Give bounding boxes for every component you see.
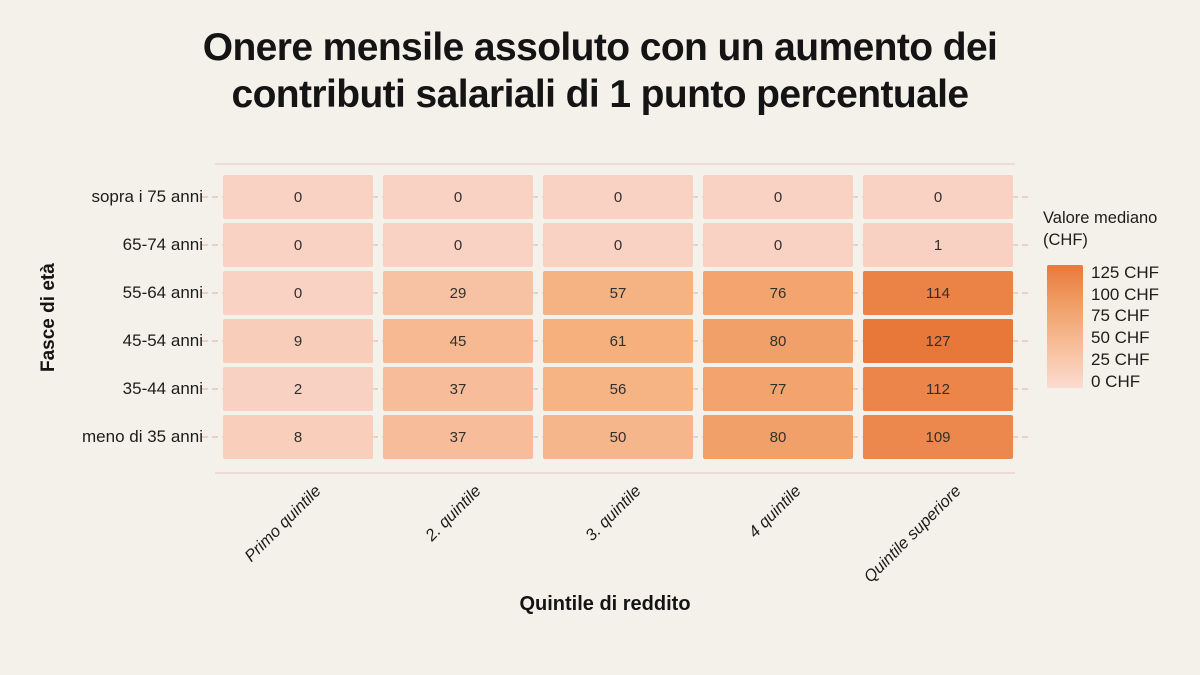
legend-tick-label: 75 CHF bbox=[1091, 306, 1150, 326]
legend-gradient-bar bbox=[1047, 265, 1083, 388]
plot-top-border bbox=[215, 163, 1015, 165]
legend-tick-label: 125 CHF bbox=[1091, 263, 1160, 282]
chart-title-line2: contributi salariali di 1 punto percentu… bbox=[231, 73, 969, 116]
legend-tick-label: 100 CHF bbox=[1091, 284, 1160, 304]
legend-tick-labels: 125 CHF 100 CHF 75 CHF 50 CHF 25 CHF 0 CHF bbox=[1091, 262, 1159, 392]
chart-title: Onere mensile assoluto con un aumento de… bbox=[0, 24, 1200, 118]
heatmap-cell: 1 bbox=[863, 223, 1013, 267]
heatmap-cell: 0 bbox=[863, 175, 1013, 219]
heatmap-cell: 80 bbox=[703, 319, 853, 363]
heatmap-cell: 0 bbox=[383, 175, 533, 219]
x-axis-title: Quintile di reddito bbox=[519, 593, 691, 615]
heatmap-cell: 0 bbox=[223, 175, 373, 219]
y-axis-label: 35-44 anni bbox=[122, 379, 203, 398]
legend-tick-label: 0 CHF bbox=[1091, 371, 1141, 391]
plot-bottom-border bbox=[215, 472, 1015, 474]
heatmap-cell: 9 bbox=[223, 319, 373, 363]
heatmap-cell: 0 bbox=[383, 223, 533, 267]
heatmap-cell: 80 bbox=[703, 415, 853, 459]
heatmap-cell: 112 bbox=[863, 367, 1013, 411]
heatmap-cell: 8 bbox=[223, 415, 373, 459]
heatmap-cell: 37 bbox=[383, 367, 533, 411]
heatmap-cell: 0 bbox=[543, 175, 693, 219]
heatmap-cell: 109 bbox=[863, 415, 1013, 459]
heatmap-cell: 57 bbox=[543, 271, 693, 315]
heatmap-cell: 77 bbox=[703, 367, 853, 411]
legend-tick-label: 25 CHF bbox=[1091, 349, 1150, 369]
heatmap-cell: 45 bbox=[383, 319, 533, 363]
legend-tick-label: 50 CHF bbox=[1091, 328, 1150, 348]
heatmap-cell: 127 bbox=[863, 319, 1013, 363]
heatmap-cell: 0 bbox=[223, 271, 373, 315]
heatmap-cell: 56 bbox=[543, 367, 693, 411]
y-axis-label: sopra i 75 anni bbox=[91, 187, 203, 206]
heatmap-cell: 0 bbox=[543, 223, 693, 267]
heatmap-cell: 50 bbox=[543, 415, 693, 459]
heatmap-cell: 0 bbox=[703, 175, 853, 219]
heatmap-cell: 0 bbox=[223, 223, 373, 267]
heatmap-plot: 0 0 0 0 0 0 0 0 0 1 0 29 57 76 114 9 45 61 80 127 2 37 56 77 112… bbox=[202, 163, 1028, 474]
heatmap-cell: 37 bbox=[383, 415, 533, 459]
y-axis-label: 55-64 anni bbox=[122, 283, 203, 302]
heatmap-cell: 0 bbox=[703, 223, 853, 267]
heatmap-cell: 76 bbox=[703, 271, 853, 315]
chart-title-line1: Onere mensile assoluto con un aumento de… bbox=[202, 26, 998, 69]
heatmap-cell: 114 bbox=[863, 271, 1013, 315]
y-axis-label: meno di 35 anni bbox=[82, 427, 203, 446]
heatmap-cell: 29 bbox=[383, 271, 533, 315]
legend-title: Valore mediano (CHF) bbox=[1043, 209, 1158, 249]
y-axis-label: 45-54 anni bbox=[122, 331, 203, 350]
heatmap-cell: 61 bbox=[543, 319, 693, 363]
y-axis-label: 65-74 anni bbox=[122, 235, 203, 254]
heatmap-cell: 2 bbox=[223, 367, 373, 411]
